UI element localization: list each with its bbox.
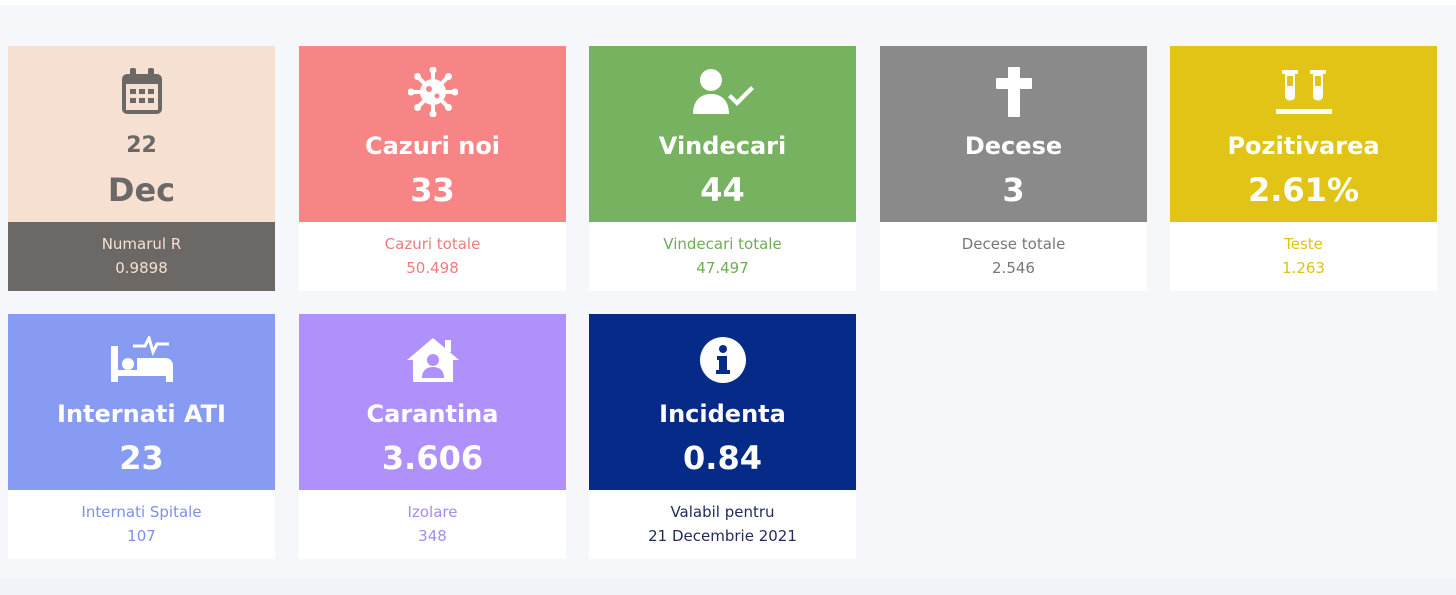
- card-title: Decese: [964, 132, 1063, 160]
- card-title: Vindecari: [658, 132, 787, 160]
- card-sub-label: Cazuri totale: [384, 235, 481, 253]
- card-value: 3.606: [381, 439, 484, 477]
- card-value: 33: [410, 171, 455, 209]
- card-sub-value: 50.498: [406, 259, 459, 277]
- card-sub-value: 1.263: [1282, 259, 1325, 277]
- card-sub-value: 2.546: [992, 259, 1035, 277]
- recoveries-card: Vindecari 44 Vindecari totale 47.497: [589, 46, 856, 291]
- card-title: Incidenta: [659, 400, 786, 428]
- card-sub-value: 0.9898: [115, 259, 168, 277]
- new-cases-card-bottom: Cazuri totale 50.498: [299, 222, 566, 291]
- calendar-icon: [8, 66, 275, 118]
- positivity-card-bottom: Teste 1.263: [1170, 222, 1437, 291]
- date-card-bottom: Numarul R 0.9898: [8, 222, 275, 291]
- deaths-card-bottom: Decese totale 2.546: [880, 222, 1147, 291]
- test-tubes-icon: [1170, 66, 1437, 118]
- deaths-card: Decese 3 Decese totale 2.546: [880, 46, 1147, 291]
- new-cases-card: Cazuri noi 33 Cazuri totale 50.498: [299, 46, 566, 291]
- card-value: 44: [700, 171, 745, 209]
- new-cases-card-top: Cazuri noi 33: [299, 46, 566, 222]
- incidence-card-top: Incidenta 0.84: [589, 314, 856, 490]
- card-value: 23: [119, 439, 164, 477]
- card-sub-value: 21 Decembrie 2021: [648, 527, 797, 545]
- deaths-card-top: Decese 3: [880, 46, 1147, 222]
- incidence-card-bottom: Valabil pentru 21 Decembrie 2021: [589, 490, 856, 559]
- card-title: Pozitivarea: [1227, 132, 1380, 160]
- icu-card-top: Internati ATI 23: [8, 314, 275, 490]
- card-sub-label: Decese totale: [961, 235, 1066, 253]
- card-sub-value: 107: [127, 527, 156, 545]
- card-sub-value: 348: [418, 527, 447, 545]
- house-user-icon: [299, 334, 566, 386]
- card-sub-label: Vindecari totale: [663, 235, 782, 253]
- recoveries-card-top: Vindecari 44: [589, 46, 856, 222]
- top-bar: [0, 0, 1456, 5]
- card-sub-label: Valabil pentru: [670, 503, 775, 521]
- card-sub-label: Numarul R: [101, 235, 182, 253]
- card-value: 2.61%: [1247, 171, 1359, 209]
- card-title: Internati ATI: [57, 400, 226, 428]
- bottom-bar: [0, 578, 1456, 595]
- recoveries-card-bottom: Vindecari totale 47.497: [589, 222, 856, 291]
- card-sub-label: Internati Spitale: [81, 503, 202, 521]
- card-value: 3: [1002, 171, 1025, 209]
- quarantine-card: Carantina 3.606 Izolare 348: [299, 314, 566, 559]
- card-value: Dec: [107, 171, 176, 209]
- card-title: 22: [126, 133, 157, 158]
- card-sub-label: Izolare: [407, 503, 458, 521]
- positivity-card-top: Pozitivarea 2.61%: [1170, 46, 1437, 222]
- user-check-icon: [589, 66, 856, 118]
- stats-panel: 22 Dec Numarul R 0.9898: [0, 5, 1456, 578]
- card-sub-label: Teste: [1284, 235, 1323, 253]
- card-title: Cazuri noi: [364, 132, 501, 160]
- card-sub-value: 47.497: [696, 259, 749, 277]
- positivity-card: Pozitivarea 2.61% Teste 1.263: [1170, 46, 1437, 291]
- quarantine-card-bottom: Izolare 348: [299, 490, 566, 559]
- card-title: Carantina: [366, 400, 499, 428]
- cross-icon: [880, 66, 1147, 118]
- incidence-card: Incidenta 0.84 Valabil pentru 21 Decembr…: [589, 314, 856, 559]
- date-card-top: 22 Dec: [8, 46, 275, 222]
- hospital-bed-icon: [8, 334, 275, 386]
- icu-card-bottom: Internati Spitale 107: [8, 490, 275, 559]
- date-card: 22 Dec Numarul R 0.9898: [8, 46, 275, 291]
- quarantine-card-top: Carantina 3.606: [299, 314, 566, 490]
- icu-card: Internati ATI 23 Internati Spitale 107: [8, 314, 275, 559]
- virus-icon: [299, 66, 566, 118]
- info-icon: [589, 334, 856, 386]
- card-value: 0.84: [683, 439, 762, 477]
